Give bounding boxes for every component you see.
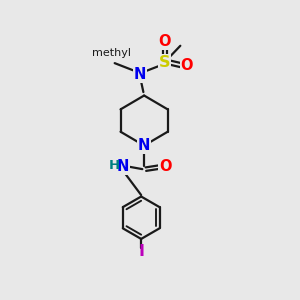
Text: I: I — [138, 244, 144, 259]
Text: N: N — [134, 68, 146, 82]
Text: N: N — [138, 138, 150, 153]
Text: O: O — [181, 58, 193, 73]
Text: O: O — [158, 34, 171, 49]
Text: H: H — [109, 159, 120, 172]
Text: N: N — [117, 159, 129, 174]
Text: S: S — [159, 55, 170, 70]
Text: O: O — [159, 159, 172, 174]
Text: methyl: methyl — [92, 48, 131, 58]
